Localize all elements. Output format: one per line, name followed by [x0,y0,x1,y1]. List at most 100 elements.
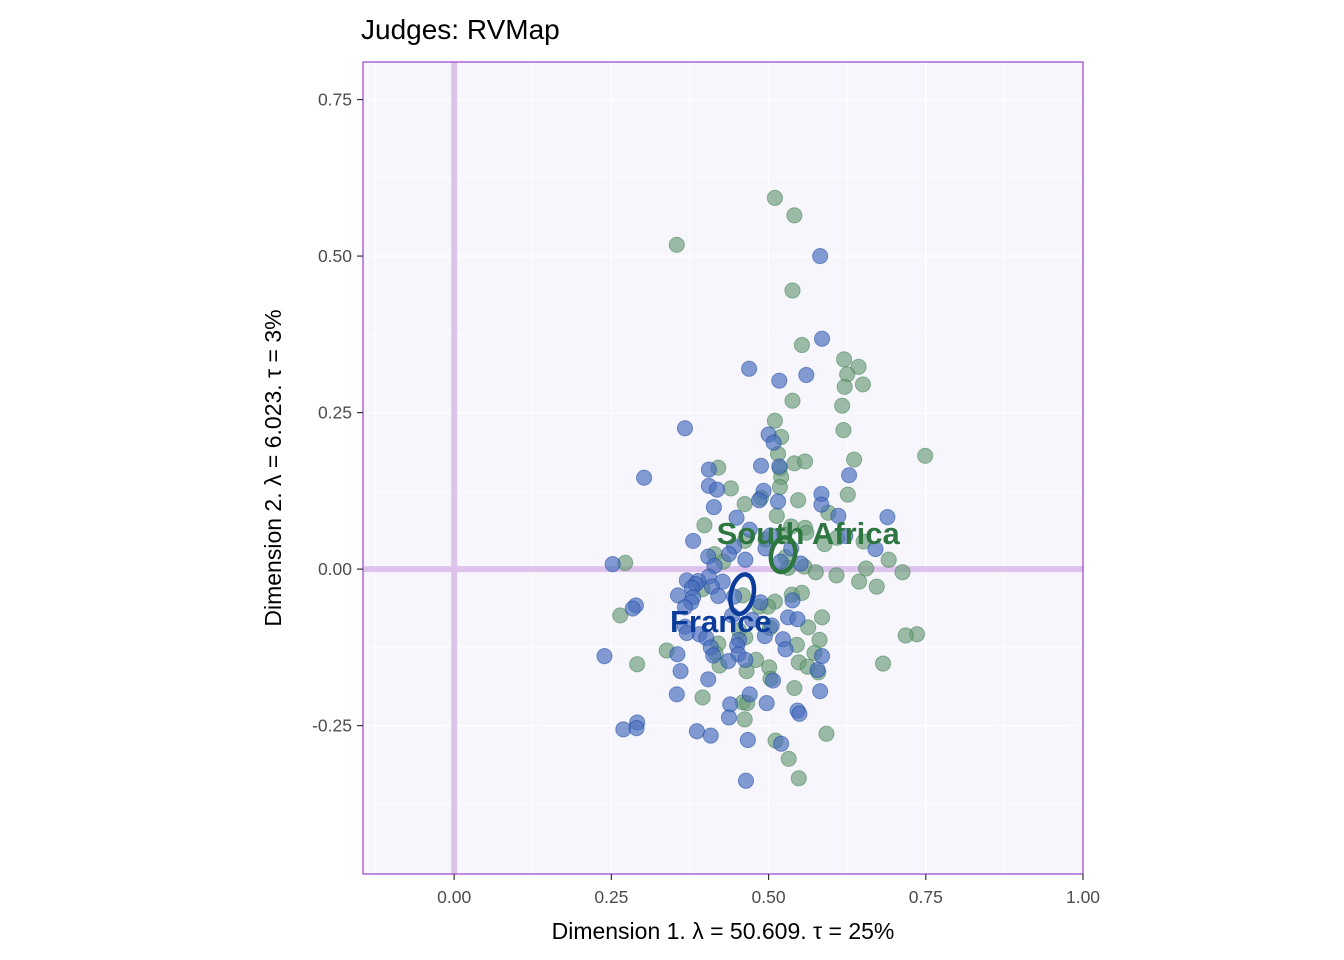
data-point [741,686,758,703]
data-point [813,648,831,665]
data-point [813,496,830,513]
group-labels: South Africa France [670,516,901,639]
ellipse-france [728,572,757,617]
data-point [789,611,806,628]
data-point [809,661,826,679]
data-point [790,770,807,787]
chart-title: Judges: RVMap [361,14,560,45]
data-point [800,619,817,636]
y-axis-title: Dimension 2. λ = 6.023. τ = 3% [260,309,286,626]
group-ellipses [728,535,798,617]
data-point [694,689,711,706]
data-point [720,709,738,726]
scatter-points [596,189,934,789]
data-point [837,527,854,545]
data-point [672,663,689,680]
data-point [751,492,768,509]
data-point [596,648,613,665]
data-point [624,600,641,617]
x-axis-title: Dimension 1. λ = 50.609. τ = 25% [552,918,895,944]
data-point [688,723,706,740]
data-point [786,679,803,697]
data-point [790,492,807,509]
data-point [737,551,754,568]
data-point [854,376,872,393]
data-point [764,672,782,689]
data-point [628,720,645,737]
data-point [705,499,722,516]
data-point [685,532,702,550]
data-point [835,351,853,368]
data-point [769,493,787,510]
data-point [669,646,686,663]
data-point [917,447,934,464]
data-point [784,282,801,299]
data-point [897,627,914,644]
data-point [791,705,808,722]
data-point [737,651,754,668]
y-tick-label: 0.50 [318,246,352,266]
data-point [720,545,738,563]
data-point [700,461,717,478]
data-point [741,521,758,538]
data-point [840,467,858,484]
data-point [894,564,911,581]
data-point [604,556,621,573]
y-tick-label: 0.75 [318,90,352,110]
data-point [678,624,695,642]
data-point [676,420,694,437]
data-point [868,578,885,595]
data-point [812,683,829,700]
data-point [818,725,835,742]
group-label-france: France [670,604,772,639]
data-point [668,236,685,253]
data-point [771,372,788,389]
x-tick-label: 0.50 [752,887,786,907]
data-point [736,495,753,513]
x-tick-label: 0.75 [909,887,943,907]
data-point [728,509,745,526]
data-point [835,422,852,439]
data-point [740,360,758,377]
data-point [777,641,794,658]
data-point [771,458,788,475]
data-point [635,469,653,486]
data-point [830,507,847,524]
data-point [880,551,897,568]
x-tick-label: 1.00 [1066,887,1100,907]
data-point [756,627,773,645]
data-point [708,481,726,498]
data-point [766,189,783,206]
data-point [765,434,782,451]
data-point [813,330,831,347]
group-label-south-africa: South Africa [717,516,901,551]
data-point [676,599,694,616]
ellipse-south-africa [768,535,798,575]
x-tick-label: 0.00 [437,887,471,907]
axes: 0.00 0.25 0.50 0.75 1.00 -0.25 0.00 0.25 0.50 0.7… [312,90,1100,907]
data-point [773,735,790,752]
data-point [867,540,884,558]
data-point [846,451,863,468]
data-point [798,524,815,541]
data-point [879,509,896,526]
y-tick-label: 0.25 [318,403,352,423]
data-point [739,731,756,749]
data-point [857,560,875,577]
data-point [720,653,737,670]
data-point [796,453,814,470]
data-point [702,727,719,744]
data-point [696,517,713,534]
data-point [669,587,687,604]
data-point [807,564,824,581]
data-point [780,750,797,767]
data-point [793,336,811,354]
data-point [855,533,872,550]
data-point [700,671,717,688]
data-point [834,397,851,414]
data-point [705,647,722,664]
data-point [629,656,646,673]
y-tick-label: -0.25 [312,716,352,736]
data-point [766,412,783,429]
